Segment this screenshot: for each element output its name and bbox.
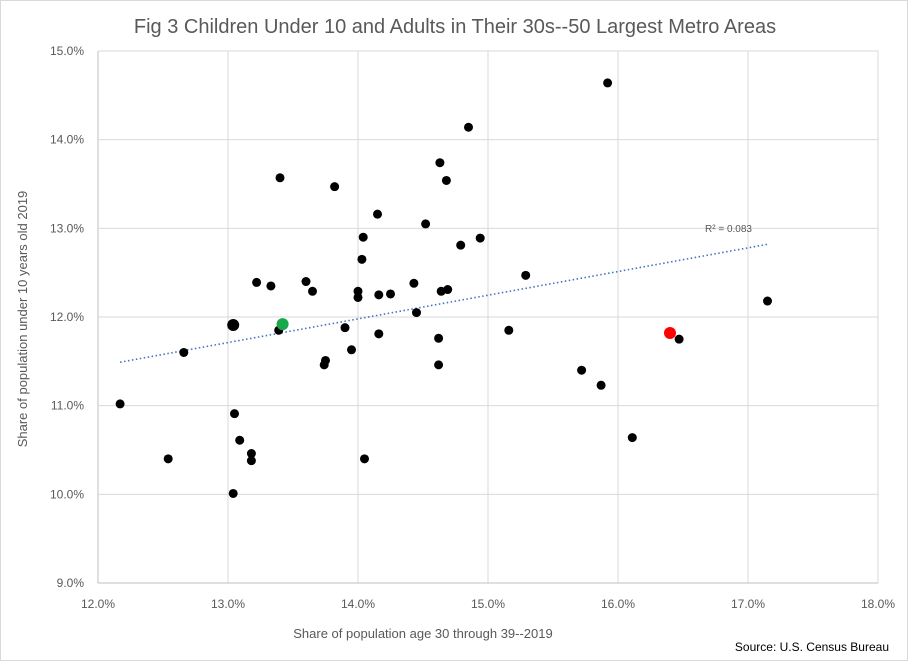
data-point xyxy=(347,345,356,355)
data-point xyxy=(374,290,384,300)
data-point xyxy=(246,449,256,459)
data-point xyxy=(664,326,676,339)
data-point xyxy=(421,219,431,229)
data-point xyxy=(456,240,466,250)
data-point xyxy=(330,182,340,192)
y-tick-label: 12.0% xyxy=(50,310,84,324)
data-point xyxy=(441,175,451,185)
x-tick-label: 17.0% xyxy=(731,597,765,611)
data-point xyxy=(115,399,125,409)
y-tick-label: 9.0% xyxy=(57,576,85,590)
data-point xyxy=(266,281,276,291)
y-tick-label: 10.0% xyxy=(50,487,84,501)
data-point xyxy=(301,277,311,287)
data-points xyxy=(115,78,772,498)
source-note: Source: U.S. Census Bureau xyxy=(735,640,889,654)
data-point xyxy=(163,454,173,464)
data-point xyxy=(434,333,444,343)
data-point xyxy=(321,355,330,365)
y-tick-label: 11.0% xyxy=(51,399,84,413)
y-tick-label: 13.0% xyxy=(50,221,84,235)
trendline-group xyxy=(119,243,768,364)
y-axis-title: Share of population under 10 years old 2… xyxy=(15,191,30,448)
y-tick-label: 15.0% xyxy=(50,44,84,58)
data-point xyxy=(674,334,684,344)
data-point xyxy=(179,347,189,357)
chart-title: Fig 3 Children Under 10 and Adults in Th… xyxy=(134,16,776,38)
data-point xyxy=(358,232,368,242)
data-point xyxy=(357,254,367,264)
y-tick-label: 14.0% xyxy=(50,133,84,147)
data-point xyxy=(596,380,606,390)
x-tick-labels: 12.0% 13.0% 14.0% 15.0% 16.0% 17.0% 18.0% xyxy=(81,597,895,611)
data-point xyxy=(763,296,772,306)
x-axis-title: Share of population age 30 through 39--2… xyxy=(293,626,552,641)
y-tick-labels: 9.0% 10.0% 11.0% 12.0% 13.0% 14.0% 15.0% xyxy=(50,44,84,590)
data-point xyxy=(434,360,444,370)
x-tick-label: 14.0% xyxy=(341,597,375,611)
data-point xyxy=(374,329,384,339)
data-point xyxy=(276,318,289,331)
x-tick-label: 13.0% xyxy=(211,597,245,611)
data-point xyxy=(308,286,317,296)
data-point xyxy=(464,122,473,132)
data-point xyxy=(504,325,514,335)
data-point xyxy=(386,289,395,299)
data-point xyxy=(627,433,637,443)
data-point xyxy=(409,278,419,288)
data-point xyxy=(475,233,485,243)
data-point xyxy=(435,158,445,168)
data-point xyxy=(340,323,350,333)
x-tick-label: 16.0% xyxy=(601,597,635,611)
x-tick-label: 18.0% xyxy=(861,597,895,611)
data-point xyxy=(603,78,613,88)
data-point xyxy=(228,488,238,498)
data-point xyxy=(353,292,363,302)
x-tick-label: 15.0% xyxy=(471,597,505,611)
gridlines xyxy=(97,50,879,584)
trendline xyxy=(119,243,768,364)
data-point xyxy=(577,365,587,375)
data-point xyxy=(230,409,239,419)
data-point xyxy=(275,173,285,183)
data-point xyxy=(360,454,369,464)
data-point xyxy=(373,209,382,219)
data-point xyxy=(412,308,421,318)
data-point xyxy=(246,456,256,466)
r-squared-label: R² = 0.083 xyxy=(705,224,752,235)
data-point xyxy=(443,285,453,295)
data-point xyxy=(235,435,245,445)
data-point xyxy=(227,318,240,331)
data-point xyxy=(252,277,262,287)
x-tick-label: 12.0% xyxy=(81,597,115,611)
data-point xyxy=(353,286,363,296)
data-point xyxy=(521,270,531,280)
